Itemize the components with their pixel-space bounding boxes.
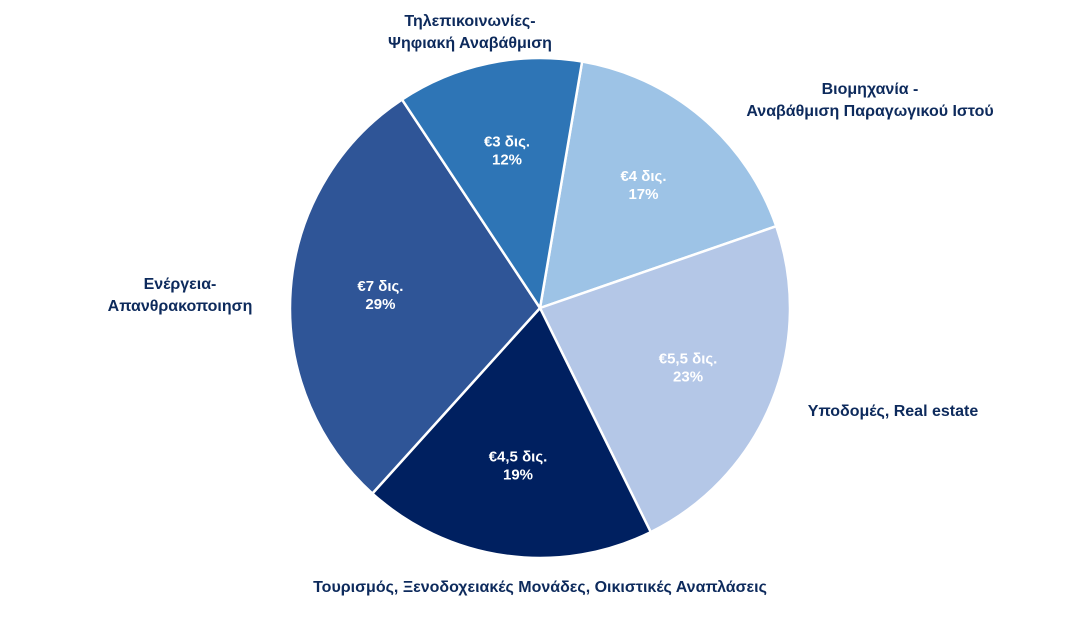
amount-label: €4,5 δις. xyxy=(489,448,548,465)
value-label: 12% xyxy=(492,151,522,168)
category-label: Τηλεπικοινωνίες-Ψηφιακή Αναβάθμιση xyxy=(388,13,552,52)
category-label: Ενέργεια-Απανθρακοποιηση xyxy=(108,276,253,315)
category-label: Βιομηχανία -Αναβάθμιση Παραγωγικού Ιστού xyxy=(746,81,993,120)
value-label: 17% xyxy=(628,186,658,203)
amount-label: €5,5 δις. xyxy=(659,351,718,368)
pie-slice xyxy=(538,224,792,534)
pie-slice xyxy=(370,305,653,560)
value-label: 23% xyxy=(673,369,703,386)
category-label: Τουρισμός, Ξενοδοχειακές Μονάδες, Οικιστ… xyxy=(313,579,767,596)
category-label: Υποδομές, Real estate xyxy=(808,403,979,420)
amount-label: €7 δις. xyxy=(357,278,403,295)
amount-label: €4 δις. xyxy=(620,168,666,185)
amount-label: €3 δις. xyxy=(484,133,530,150)
value-label: 29% xyxy=(365,296,395,313)
pie-slice xyxy=(400,56,584,312)
pie-slice xyxy=(288,97,542,496)
value-label: 19% xyxy=(503,466,533,483)
